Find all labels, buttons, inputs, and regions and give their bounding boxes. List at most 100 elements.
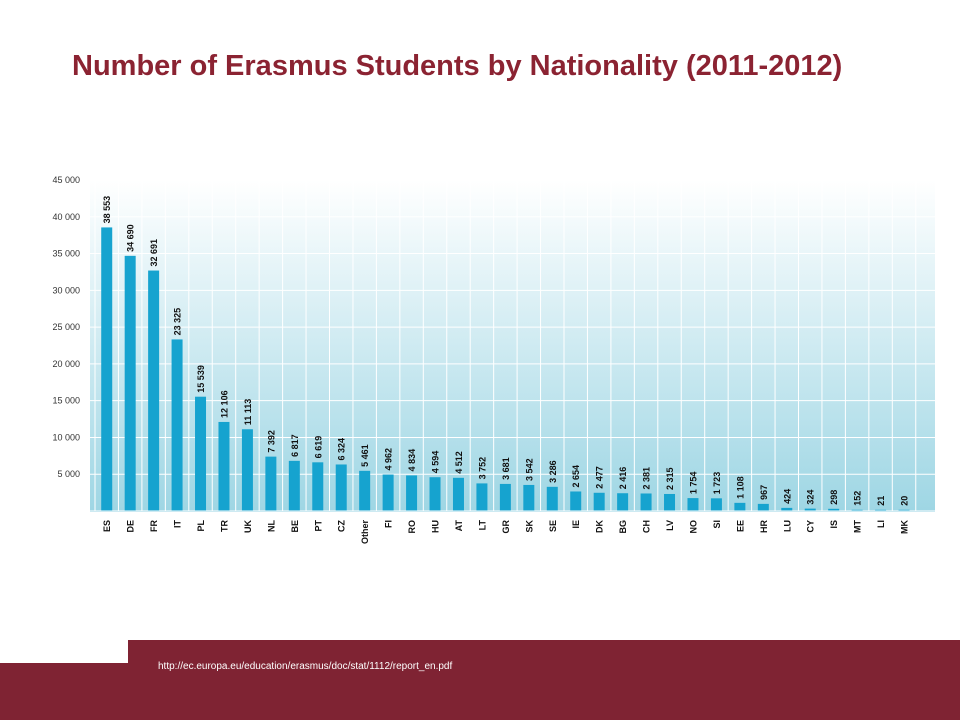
- y-axis-ticks: 5 000 10 000 15 000 20 000 25 000 30 000 35 00…: [52, 175, 80, 479]
- x-tick-label: FR: [149, 520, 159, 532]
- bar: [499, 483, 511, 511]
- source-link[interactable]: http://ec.europa.eu/education/erasmus/do…: [158, 661, 453, 672]
- x-tick-label: HR: [759, 520, 769, 533]
- y-tick-label: 20 000: [52, 359, 80, 369]
- bar: [241, 429, 253, 511]
- plot-background: [90, 180, 935, 512]
- y-tick-label: 35 000: [52, 249, 80, 259]
- value-label: 21: [876, 496, 886, 506]
- bar: [546, 486, 558, 511]
- x-tick-label: CZ: [337, 520, 347, 532]
- value-label: 2 381: [642, 467, 652, 490]
- x-tick-label: SK: [524, 520, 534, 533]
- bar: [124, 255, 136, 511]
- x-tick-label: EE: [735, 520, 745, 532]
- value-label: 6 619: [313, 436, 323, 459]
- bar: [335, 464, 347, 511]
- erasmus-bar-chart: 5 000 10 000 15 000 20 000 25 000 30 000 35 00…: [52, 175, 935, 545]
- value-label: 424: [782, 489, 792, 504]
- value-label: 4 962: [384, 448, 394, 471]
- slide-title: Number of Erasmus Students by Nationalit…: [72, 50, 843, 82]
- y-tick-label: 5 000: [57, 469, 80, 479]
- bar: [898, 509, 910, 511]
- bar: [101, 227, 113, 511]
- x-tick-label: IE: [571, 520, 581, 529]
- bar: [476, 483, 488, 511]
- x-tick-label: HU: [431, 520, 441, 533]
- bar: [359, 470, 371, 511]
- value-label: 34 690: [126, 224, 136, 252]
- y-tick-label: 10 000: [52, 432, 80, 442]
- bar: [218, 421, 230, 511]
- value-label: 1 108: [735, 476, 745, 499]
- value-label: 20: [900, 496, 910, 506]
- footer-tab: [128, 640, 960, 664]
- x-tick-label: BG: [618, 520, 628, 534]
- y-tick-label: 45 000: [52, 175, 80, 185]
- bar: [851, 509, 863, 511]
- bar: [195, 396, 207, 511]
- bar: [570, 491, 582, 511]
- x-tick-label: ES: [102, 520, 112, 532]
- bar: [617, 493, 629, 511]
- y-tick-label: 40 000: [52, 212, 80, 222]
- x-tick-label: BE: [290, 520, 300, 533]
- x-tick-label: IS: [829, 520, 839, 529]
- value-label: 152: [853, 491, 863, 506]
- value-label: 6 324: [337, 438, 347, 461]
- value-label: 4 512: [454, 451, 464, 474]
- y-tick-label: 30 000: [52, 285, 80, 295]
- bar: [593, 492, 605, 511]
- bar: [288, 460, 300, 511]
- bar: [710, 498, 722, 511]
- bar: [875, 509, 887, 511]
- value-label: 23 325: [173, 308, 183, 336]
- bar: [804, 508, 816, 511]
- x-tick-label: SE: [548, 520, 558, 532]
- x-tick-label: CY: [806, 520, 816, 533]
- bar: [265, 456, 277, 511]
- x-tick-label: MK: [900, 520, 910, 534]
- bar: [406, 475, 418, 511]
- value-label: 298: [829, 490, 839, 505]
- bar: [382, 474, 394, 511]
- bar: [640, 493, 652, 511]
- x-tick-label: Other: [360, 520, 370, 545]
- x-tick-label: DE: [126, 520, 136, 533]
- bar: [523, 484, 535, 511]
- value-label: 3 542: [524, 458, 534, 481]
- value-label: 4 834: [407, 449, 417, 472]
- value-label: 967: [759, 485, 769, 500]
- x-tick-label: LI: [876, 520, 886, 528]
- x-tick-label: PT: [313, 520, 323, 532]
- value-label: 2 315: [665, 467, 675, 490]
- value-label: 2 477: [595, 466, 605, 489]
- bar: [312, 462, 324, 511]
- value-label: 5 461: [360, 444, 370, 467]
- x-tick-label: NO: [688, 520, 698, 534]
- x-tick-label: SI: [712, 520, 722, 529]
- bar: [452, 477, 464, 511]
- value-label: 4 594: [431, 451, 441, 474]
- x-tick-label: CH: [642, 520, 652, 533]
- x-tick-label: AT: [454, 520, 464, 532]
- bar: [828, 508, 840, 511]
- bar: [757, 503, 769, 511]
- x-tick-label: FI: [384, 520, 394, 528]
- value-label: 2 654: [571, 465, 581, 488]
- bars: [101, 227, 910, 511]
- value-label: 324: [806, 490, 816, 505]
- value-label: 12 106: [219, 390, 229, 418]
- x-tick-label: IT: [173, 519, 183, 528]
- value-label: 15 539: [196, 365, 206, 393]
- value-label: 1 723: [712, 472, 722, 495]
- gridlines: [90, 179, 935, 511]
- value-label: 2 416: [618, 467, 628, 490]
- bar: [664, 493, 676, 511]
- x-tick-label: TR: [219, 520, 229, 532]
- value-label: 1 754: [688, 472, 698, 495]
- x-tick-label: MT: [853, 520, 863, 533]
- x-tick-label: LU: [782, 520, 792, 532]
- value-label: 32 691: [149, 239, 159, 267]
- x-tick-label: NL: [266, 520, 276, 532]
